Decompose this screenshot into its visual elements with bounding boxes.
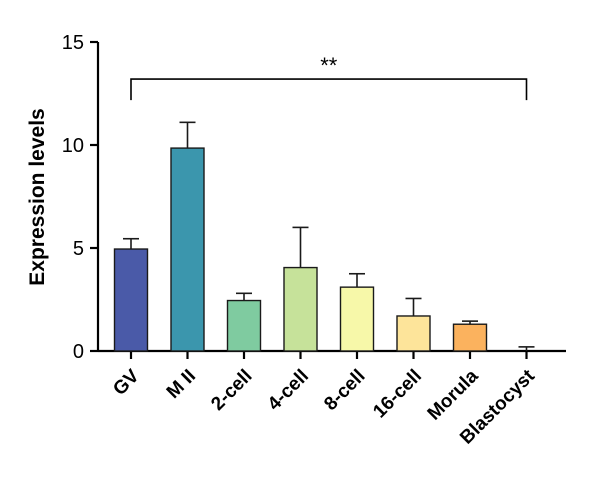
x-tick-label: 2-cell xyxy=(207,366,256,415)
y-axis-title: Expression levels xyxy=(26,108,49,285)
x-tick-label: GV xyxy=(109,365,143,399)
error-bars-group xyxy=(123,121,535,351)
bars-group xyxy=(113,147,488,352)
bar xyxy=(170,147,205,352)
y-tick-label: 10 xyxy=(62,135,84,157)
y-tick-label: 0 xyxy=(73,341,84,363)
bar xyxy=(283,266,318,352)
bar xyxy=(452,323,488,352)
x-axis: GV M II 2-cell 4-cell 8-cell 16-cellMorulaBla… xyxy=(98,349,566,448)
bar xyxy=(339,286,375,352)
y-tick-label: 15 xyxy=(62,32,84,54)
x-tick-label: 8-cell xyxy=(320,366,369,415)
x-tick-label: 4-cell xyxy=(264,366,313,415)
significance-bracket xyxy=(130,78,528,101)
significance-label: ** xyxy=(320,53,338,78)
y-axis: 0 5 10 15 xyxy=(62,32,100,363)
significance-annotation: ** xyxy=(130,53,528,101)
x-tick-label: M II xyxy=(163,366,200,403)
bar xyxy=(396,315,431,352)
bar xyxy=(113,248,149,352)
y-tick-label: 5 xyxy=(73,238,84,260)
x-tick-label: 16-cell xyxy=(369,366,426,423)
bar xyxy=(226,299,262,352)
